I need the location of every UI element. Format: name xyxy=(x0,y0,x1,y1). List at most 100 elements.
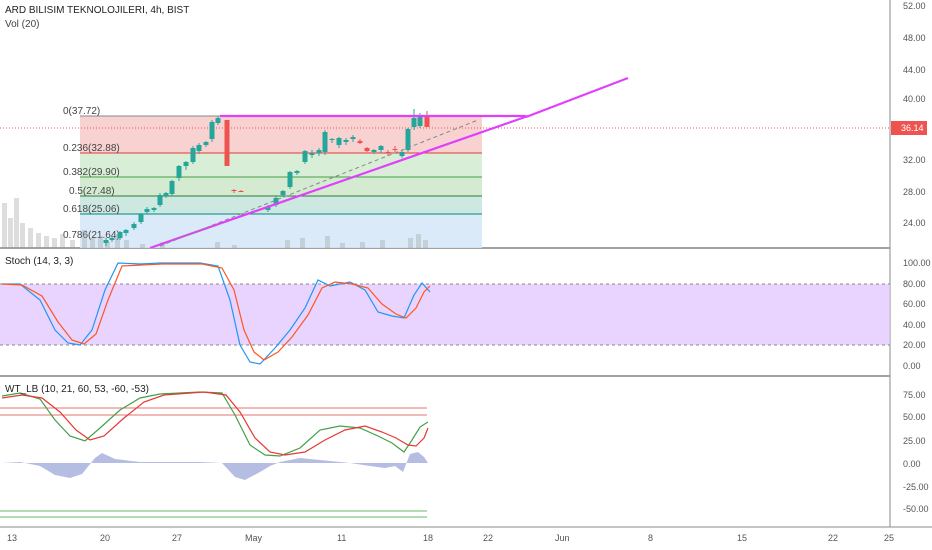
volume-bar xyxy=(423,240,428,248)
volume-bar xyxy=(360,242,365,248)
time-label-may: May xyxy=(245,533,263,543)
stoch-title[interactable]: Stoch (14, 3, 3) xyxy=(5,256,74,267)
volume-bar xyxy=(90,238,95,248)
candle-body xyxy=(350,137,356,139)
candle-body xyxy=(294,171,300,173)
volume-bar xyxy=(285,240,290,248)
wt-histogram-area xyxy=(2,452,428,480)
candle-body xyxy=(287,172,293,187)
fib-label-0236: 0.236(32.88) xyxy=(63,143,120,154)
candle-body xyxy=(176,166,182,178)
wt-pane[interactable]: 75.00 50.00 25.00 0.00 -25.00 -50.00 xyxy=(0,390,929,518)
time-label-22b: 22 xyxy=(828,533,838,543)
volume-bar xyxy=(232,245,237,248)
volume-bar xyxy=(300,238,305,248)
stoch-band xyxy=(0,284,890,345)
candle-body xyxy=(343,140,349,142)
fib-label-0618: 0.618(25.06) xyxy=(63,204,120,215)
wt-tick-50: 50.00 xyxy=(903,412,926,422)
candle-body xyxy=(302,151,308,162)
volume-bar xyxy=(416,234,421,248)
stoch-tick-20: 20.00 xyxy=(903,340,926,350)
candle-body xyxy=(209,122,215,139)
time-label-18: 18 xyxy=(423,533,433,543)
volume-bar xyxy=(52,238,57,248)
candle-body xyxy=(203,142,209,145)
stoch-pane[interactable]: 100.00 80.00 60.00 40.00 20.00 0.00 xyxy=(0,258,931,371)
symbol-title[interactable]: ARD BILISIM TEKNOLOJILERI, 4h, BIST xyxy=(5,5,190,16)
candle-body xyxy=(117,232,123,238)
volume-bar xyxy=(36,233,41,248)
stoch-tick-100: 100.00 xyxy=(903,258,931,268)
time-label-25: 25 xyxy=(884,533,894,543)
volume-bar xyxy=(14,198,19,248)
volume-bar xyxy=(60,234,65,248)
candle-body xyxy=(190,148,196,162)
time-label-8: 8 xyxy=(648,533,653,543)
volume-bar xyxy=(408,238,413,248)
volume-bar xyxy=(325,236,330,248)
candle-body xyxy=(151,208,157,210)
support-trendline[interactable] xyxy=(149,114,529,250)
candle-body xyxy=(265,207,271,210)
candle-body xyxy=(224,120,230,166)
candle-body xyxy=(378,146,384,150)
price-tick-52: 52.00 xyxy=(903,1,926,11)
stoch-tick-40: 40.00 xyxy=(903,320,926,330)
projection-line[interactable] xyxy=(525,76,629,119)
candle-body xyxy=(336,138,342,145)
trendlines[interactable] xyxy=(149,76,629,250)
price-tick-40: 40.00 xyxy=(903,94,926,104)
candle-body xyxy=(316,150,322,153)
price-axis[interactable]: 52.00 48.00 44.00 40.00 32.00 28.00 24.0… xyxy=(891,1,927,228)
candle-body xyxy=(364,148,370,151)
candle-body xyxy=(238,191,244,192)
fib-zones xyxy=(80,115,482,248)
wt-tick-0: 0.00 xyxy=(903,459,921,469)
wt-tick-25: 25.00 xyxy=(903,436,926,446)
fib-labels: 0(37.72) 0.236(32.88) 0.382(29.90) 0.5(2… xyxy=(63,106,120,241)
wt-tick-m25: -25.00 xyxy=(903,482,929,492)
candle-body xyxy=(371,150,377,152)
candle-body xyxy=(196,145,202,151)
volume-bar xyxy=(115,234,120,248)
candle-body xyxy=(215,118,221,123)
volume-bar xyxy=(28,228,33,248)
volume-bar xyxy=(140,244,145,248)
stoch-k-line xyxy=(2,262,431,365)
time-label-27: 27 xyxy=(172,533,182,543)
candle-body xyxy=(329,139,335,140)
volume-indicator-label[interactable]: Vol (20) xyxy=(5,19,40,30)
volume-bar xyxy=(44,236,49,248)
stoch-d-line xyxy=(1,263,431,361)
candle-body xyxy=(109,238,115,240)
candle-body xyxy=(392,149,398,150)
fib-label-0382: 0.382(29.90) xyxy=(63,167,120,178)
time-label-20: 20 xyxy=(100,533,110,543)
wt-title[interactable]: WT_LB (10, 21, 60, 53, -60, -53) xyxy=(5,384,149,395)
wt2-line xyxy=(1,391,429,456)
price-tick-28: 28.00 xyxy=(903,187,926,197)
candle-body xyxy=(309,153,315,155)
fib-label-0786: 0.786(21.64) xyxy=(63,230,120,241)
time-axis[interactable]: 13 20 27 May 11 18 22 Jun 8 15 22 25 xyxy=(7,533,894,543)
time-label-11: 11 xyxy=(337,533,346,543)
candle-body xyxy=(138,214,144,222)
price-tick-24: 24.00 xyxy=(903,218,926,228)
price-tick-44: 44.00 xyxy=(903,65,926,75)
volume-bar xyxy=(380,240,385,248)
candle-body xyxy=(411,118,417,127)
volume-bar xyxy=(340,243,345,248)
fib-label-0: 0(37.72) xyxy=(63,106,100,117)
dashed-trendline[interactable] xyxy=(159,119,479,247)
time-label-15: 15 xyxy=(737,533,747,543)
candle-body xyxy=(144,209,150,212)
candle-body xyxy=(123,230,129,233)
candlesticks xyxy=(103,109,430,246)
fib-label-05: 0.5(27.48) xyxy=(69,186,115,197)
price-tick-48: 48.00 xyxy=(903,33,926,43)
candle-body xyxy=(424,117,430,127)
candle-body xyxy=(157,195,163,205)
time-label-13: 13 xyxy=(7,533,17,543)
